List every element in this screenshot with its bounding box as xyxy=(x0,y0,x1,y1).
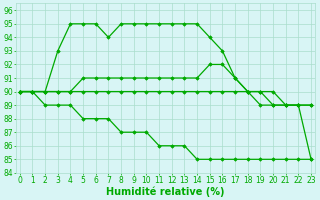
X-axis label: Humidité relative (%): Humidité relative (%) xyxy=(106,186,225,197)
